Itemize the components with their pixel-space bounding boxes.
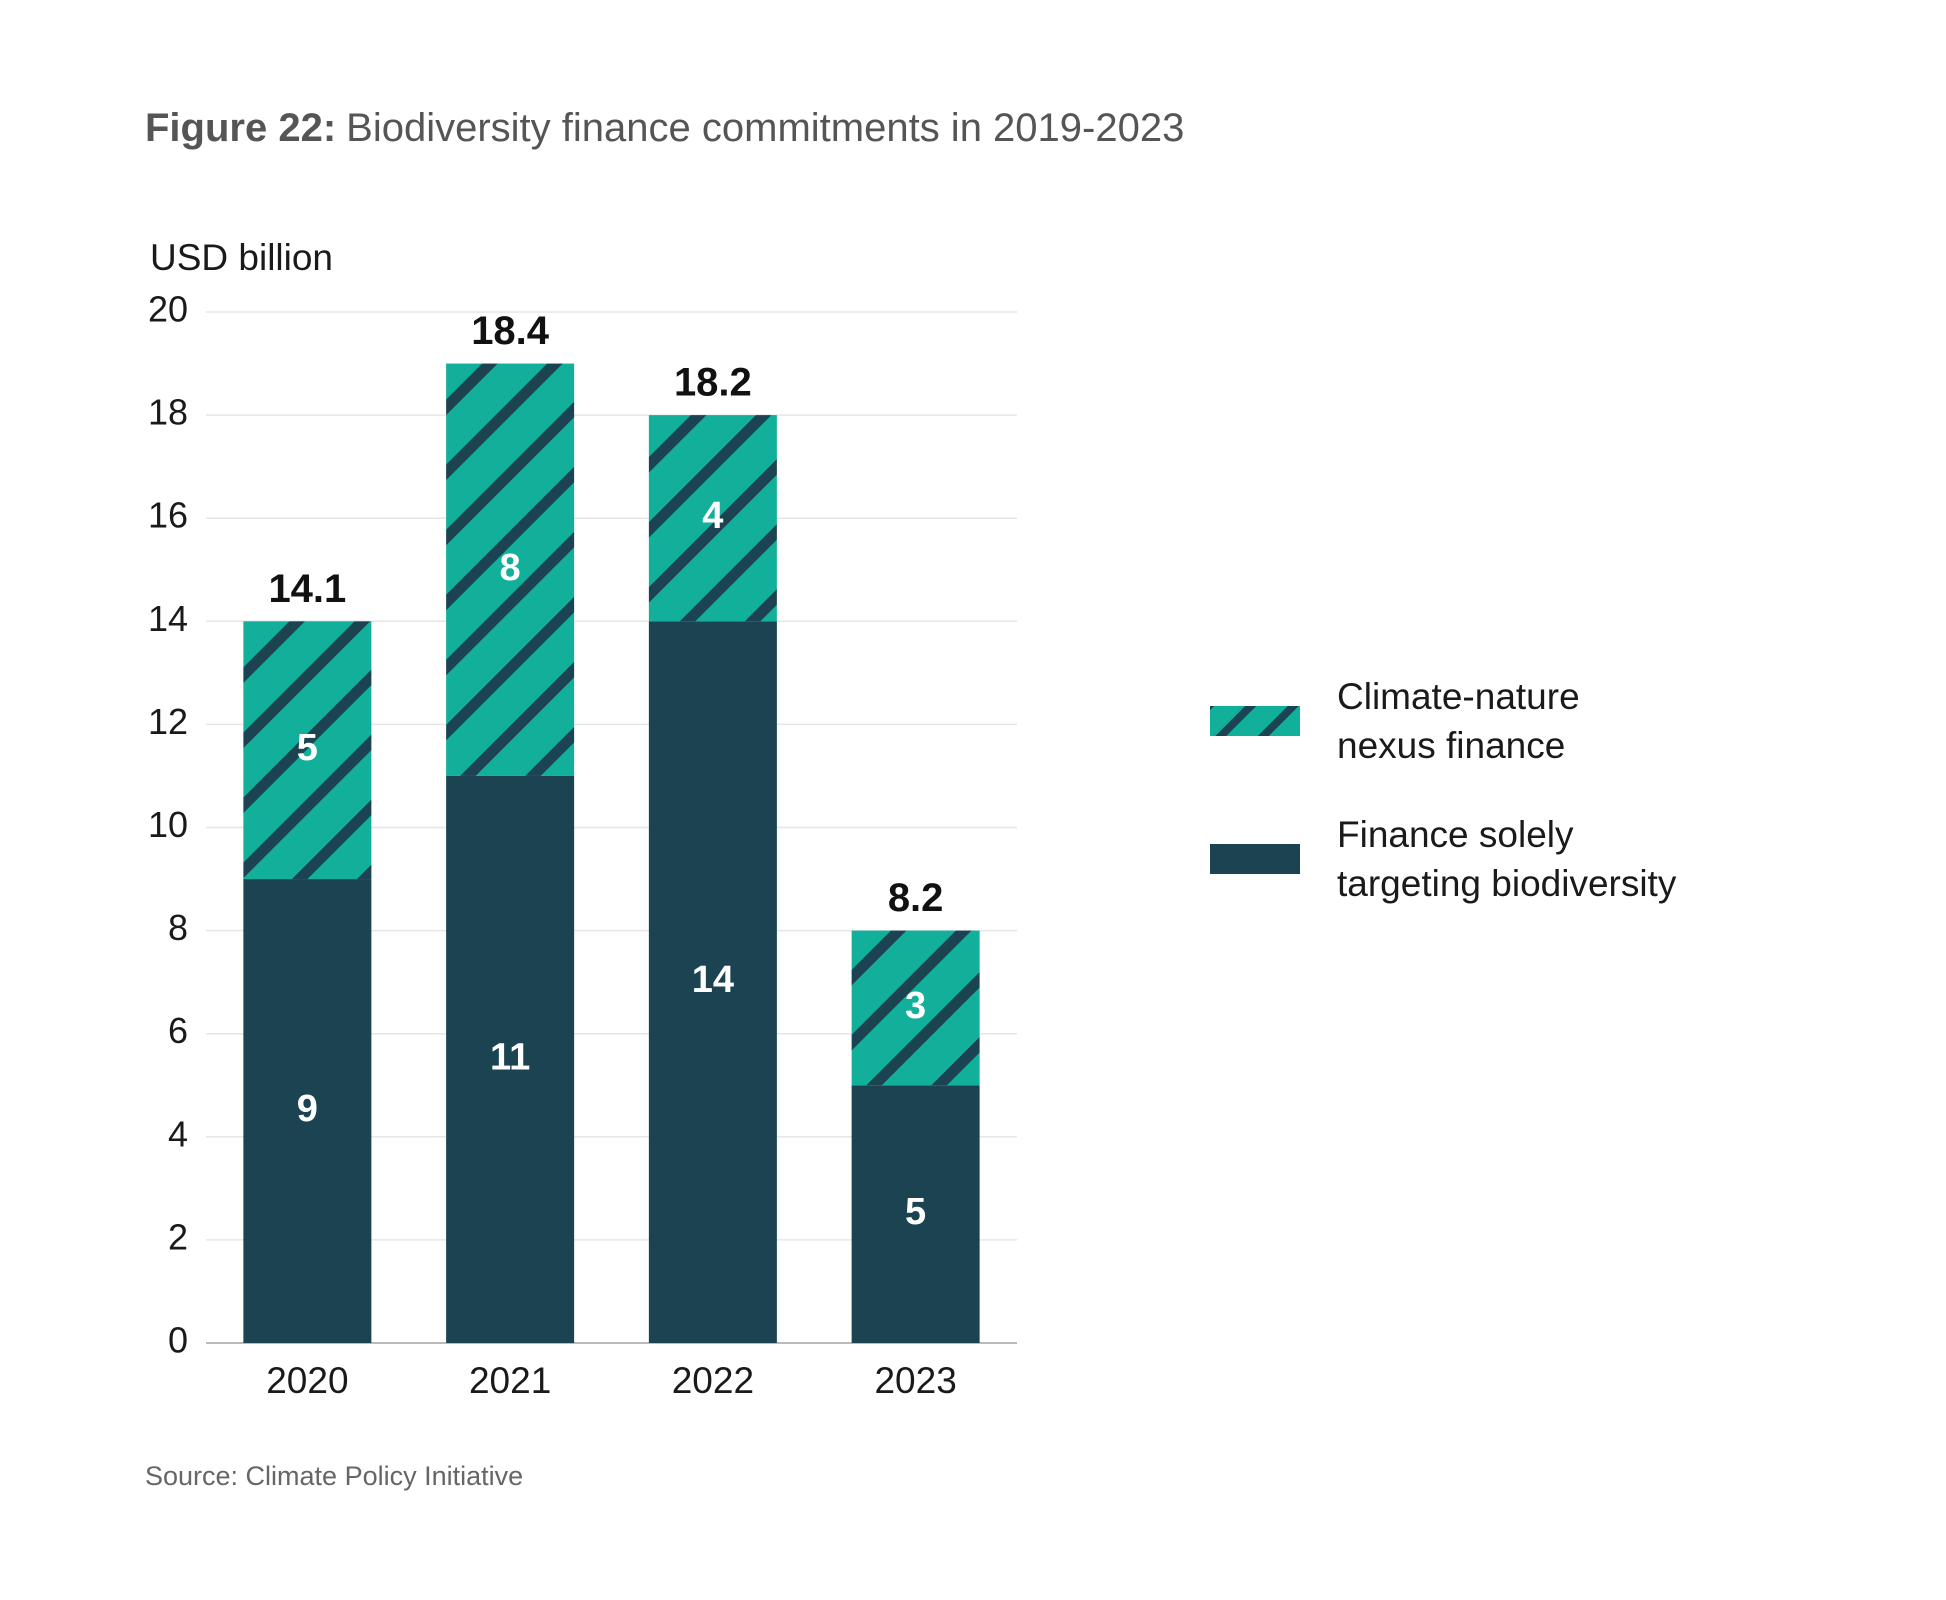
bar-segment bbox=[648, 415, 777, 622]
y-tick-label: 12 bbox=[148, 701, 188, 742]
y-tick-label: 14 bbox=[148, 598, 188, 639]
legend-swatch bbox=[1210, 844, 1300, 874]
data-label: 4 bbox=[702, 495, 723, 537]
y-tick-label: 16 bbox=[148, 495, 188, 536]
y-tick-label: 8 bbox=[168, 907, 188, 948]
x-tick-label: 2021 bbox=[469, 1360, 551, 1401]
y-tick-label: 0 bbox=[168, 1320, 188, 1361]
y-tick-label: 18 bbox=[148, 392, 188, 433]
bar-segment bbox=[851, 1085, 980, 1343]
y-tick-label: 10 bbox=[148, 804, 188, 845]
x-tick-label: 2020 bbox=[266, 1360, 348, 1401]
bar-segment bbox=[243, 879, 372, 1343]
data-label: 5 bbox=[905, 1191, 926, 1233]
total-label: 8.2 bbox=[888, 876, 944, 920]
y-tick-label: 4 bbox=[168, 1113, 188, 1154]
data-label: 11 bbox=[490, 1037, 530, 1079]
legend-label: Climate-nature nexus finance bbox=[1337, 676, 1580, 766]
bar-segment bbox=[851, 930, 980, 1086]
legend-item: Finance solely targeting biodiversity bbox=[1210, 810, 1757, 908]
y-tick-label: 20 bbox=[148, 289, 188, 330]
y-axis-label: USD billion bbox=[150, 237, 333, 278]
y-tick-label: 6 bbox=[168, 1010, 188, 1051]
bar-segment bbox=[648, 621, 777, 1343]
total-label: 14.1 bbox=[268, 567, 346, 611]
title-label: Figure 22: bbox=[145, 106, 336, 150]
chart-title: Figure 22: Biodiversity finance commitmen… bbox=[145, 106, 1184, 150]
total-label: 18.2 bbox=[674, 361, 752, 405]
data-label: 3 bbox=[905, 985, 926, 1027]
x-tick-label: 2023 bbox=[874, 1360, 956, 1401]
data-label: 8 bbox=[500, 547, 521, 589]
bar-segment bbox=[243, 621, 372, 880]
legend-item: Climate-nature nexus finance bbox=[1210, 672, 1757, 770]
title-text: Biodiversity finance commitments in 2019… bbox=[346, 106, 1184, 150]
legend-swatch bbox=[1210, 706, 1300, 736]
bar-segment bbox=[446, 363, 575, 776]
legend-label: Finance solely targeting biodiversity bbox=[1337, 814, 1677, 904]
x-tick-label: 2022 bbox=[672, 1360, 754, 1401]
source: Source: Climate Policy Initiative bbox=[145, 1461, 523, 1491]
total-label: 18.4 bbox=[471, 309, 550, 353]
y-tick-label: 2 bbox=[168, 1216, 188, 1257]
data-label: 14 bbox=[692, 959, 734, 1001]
data-label: 5 bbox=[297, 727, 318, 769]
bar-segment bbox=[446, 775, 575, 1343]
data-label: 9 bbox=[297, 1088, 318, 1130]
